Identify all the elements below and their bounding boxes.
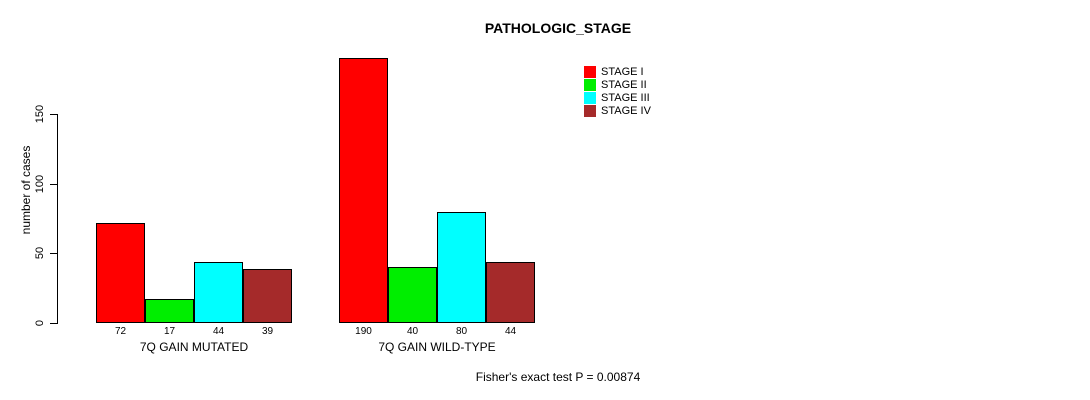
- y-axis-tick-label: 50: [34, 246, 46, 260]
- y-axis-tick-label: 150: [34, 104, 46, 124]
- bar-stage-i-7q-gain-wild-type: [339, 58, 388, 323]
- bar-value-label: 190: [355, 326, 372, 337]
- legend-label: STAGE I: [601, 65, 644, 78]
- legend-item-stage-i: STAGE I: [584, 65, 651, 78]
- legend-swatch-stage-i: [584, 65, 596, 78]
- bar-value-label: 44: [504, 326, 517, 337]
- y-axis-line: [57, 114, 58, 324]
- bar-value-label: 39: [261, 326, 274, 337]
- bar-value-label: 80: [455, 326, 468, 337]
- group-label-7q-gain-wild-type: 7Q GAIN WILD-TYPE: [378, 340, 496, 354]
- bar-value-label: 72: [114, 326, 127, 337]
- legend-item-stage-iii: STAGE III: [584, 91, 651, 104]
- legend-label: STAGE III: [601, 91, 650, 104]
- y-axis-tick: [50, 184, 57, 185]
- bar-value-label: 40: [406, 326, 419, 337]
- statistical-test-footnote: Fisher's exact test P = 0.00874: [475, 370, 641, 384]
- y-axis-tick: [50, 114, 57, 115]
- bar-value-label: 44: [212, 326, 225, 337]
- legend-label: STAGE IV: [601, 104, 651, 117]
- y-axis-label-container: number of cases: [18, 130, 34, 250]
- bar-stage-iii-7q-gain-wild-type: [437, 212, 486, 323]
- y-axis-tick-label: 100: [34, 174, 46, 194]
- bar-value-label: 17: [163, 326, 176, 337]
- legend-label: STAGE II: [601, 78, 647, 91]
- bar-stage-iv-7q-gain-wild-type: [486, 262, 535, 323]
- y-axis-tick: [50, 253, 57, 254]
- bar-stage-iv-7q-gain-mutated: [243, 269, 292, 323]
- legend-swatch-stage-ii: [584, 78, 596, 91]
- bar-stage-iii-7q-gain-mutated: [194, 262, 243, 323]
- legend-item-stage-ii: STAGE II: [584, 78, 651, 91]
- group-label-7q-gain-mutated: 7Q GAIN MUTATED: [139, 340, 249, 354]
- y-axis-tick: [50, 323, 57, 324]
- y-axis-label: number of cases: [19, 145, 33, 235]
- bar-stage-ii-7q-gain-wild-type: [388, 267, 437, 323]
- legend: STAGE I STAGE II STAGE III STAGE IV: [584, 65, 651, 117]
- legend-item-stage-iv: STAGE IV: [584, 104, 651, 117]
- chart-title: PATHOLOGIC_STAGE: [484, 20, 632, 36]
- bar-stage-i-7q-gain-mutated: [96, 223, 145, 323]
- y-axis-tick-label: 0: [34, 319, 46, 327]
- legend-swatch-stage-iii: [584, 91, 596, 104]
- bar-stage-ii-7q-gain-mutated: [145, 299, 194, 323]
- legend-swatch-stage-iv: [584, 104, 596, 117]
